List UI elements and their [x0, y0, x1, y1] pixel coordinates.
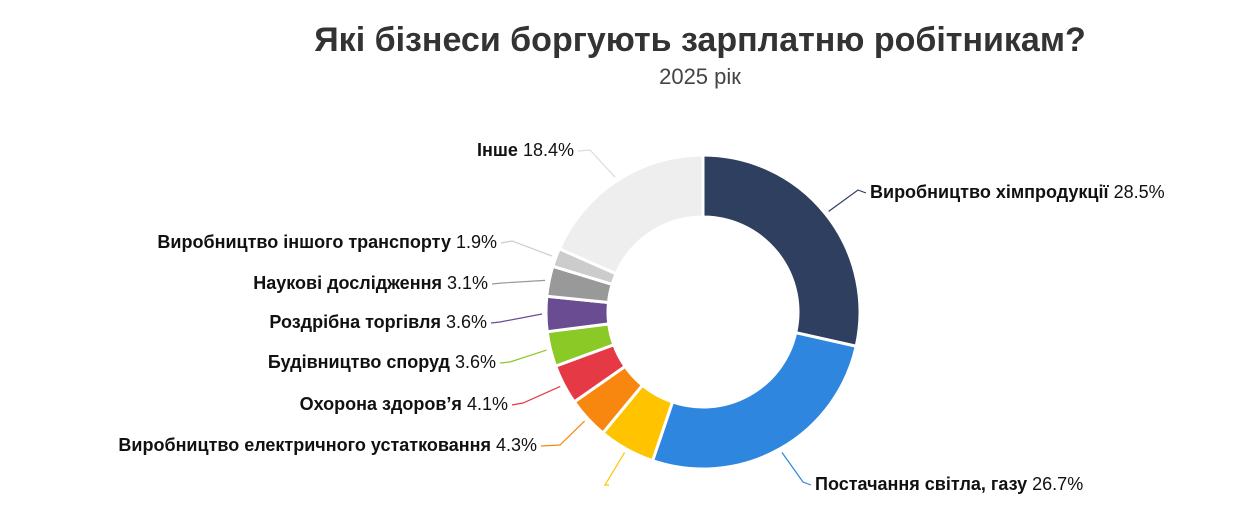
leader-line [491, 279, 546, 285]
leader-line [577, 149, 616, 178]
chart-subtitle: 2025 рік [659, 64, 741, 89]
label-value: 4.1% [467, 394, 508, 414]
label-name: Інше [477, 140, 518, 160]
chart-title: Які бізнеси боргують зарплатню робітника… [314, 21, 1086, 59]
label-value: 1.9% [456, 232, 497, 252]
data-label: Охорона здоров’я 4.1% [300, 394, 508, 414]
data-label: Наукові дослідження 3.1% [253, 273, 488, 293]
label-name: Охорона здоров’я [300, 394, 462, 414]
data-label: Інше 18.4% [477, 140, 574, 160]
data-label: Будівництво споруд 3.6% [268, 352, 496, 372]
label-value: 3.6% [455, 352, 496, 372]
label-value: 28.5% [1114, 182, 1165, 202]
label-name: Виробництво хімпродукції [870, 182, 1109, 202]
label-name: Постачання світла, газу [815, 474, 1027, 494]
leader-line [828, 189, 867, 212]
label-value: 3.6% [446, 312, 487, 332]
leader-line [781, 452, 812, 486]
data-label: Роздрібна торгівля 3.6% [269, 312, 487, 332]
label-name: Виробництво електричного устатковання [118, 435, 491, 455]
label-value: 18.4% [523, 140, 574, 160]
data-label: Виробництво електричного устатковання 4.… [118, 435, 537, 455]
label-value: 3.1% [447, 273, 488, 293]
label-name: Виробництво іншого транспорту [157, 232, 451, 252]
donut-segment [701, 153, 862, 349]
label-name: Будівництво споруд [268, 352, 451, 372]
label-value: 26.7% [1032, 474, 1083, 494]
label-name: Роздрібна торгівля [269, 312, 441, 332]
data-label: Виробництво хімпродукції 28.5% [870, 182, 1165, 202]
leader-line [499, 349, 547, 364]
leader-line [490, 313, 543, 324]
donut-segment [650, 330, 859, 471]
donut-segment [557, 153, 705, 276]
leader-line [540, 420, 586, 447]
leader-line [603, 452, 626, 486]
leader-line [500, 240, 553, 257]
data-label: Виробництво іншого транспорту 1.9% [157, 232, 497, 252]
label-name: Наукові дослідження [253, 273, 442, 293]
data-label: Постачання світла, газу 26.7% [815, 474, 1083, 494]
label-value: 4.3% [496, 435, 537, 455]
leader-line [511, 385, 561, 406]
